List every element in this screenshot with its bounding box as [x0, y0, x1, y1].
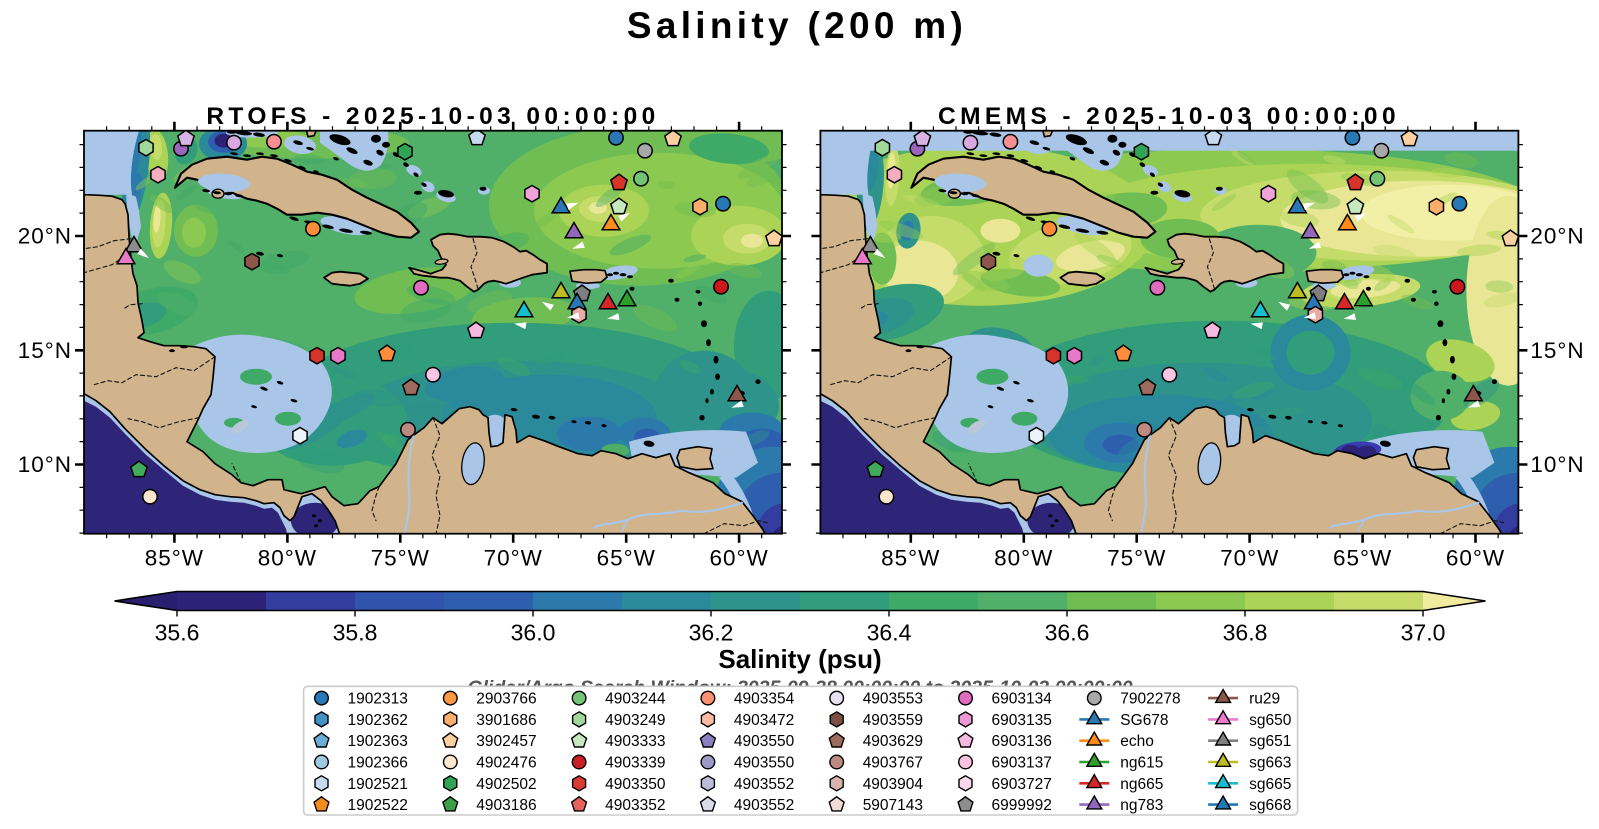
svg-text:35.8: 35.8 [333, 620, 378, 646]
svg-text:20°N: 20°N [18, 224, 72, 249]
svg-text:6903137: 6903137 [992, 755, 1052, 772]
svg-text:4903552: 4903552 [734, 776, 794, 793]
svg-text:37.0: 37.0 [1401, 620, 1446, 646]
svg-text:4902476: 4902476 [476, 755, 536, 772]
svg-text:85°W: 85°W [145, 546, 204, 571]
svg-text:3902457: 3902457 [476, 733, 536, 750]
svg-text:36.0: 36.0 [511, 620, 556, 646]
svg-text:3901686: 3901686 [476, 712, 536, 729]
svg-text:36.6: 36.6 [1045, 620, 1090, 646]
svg-text:4903767: 4903767 [863, 755, 923, 772]
svg-text:4903629: 4903629 [863, 733, 923, 750]
svg-text:echo: echo [1120, 733, 1154, 750]
svg-text:4903354: 4903354 [734, 691, 795, 708]
svg-text:36.8: 36.8 [1223, 620, 1268, 646]
svg-text:70°W: 70°W [1220, 546, 1279, 571]
svg-text:15°N: 15°N [18, 338, 72, 363]
svg-text:sg668: sg668 [1249, 797, 1291, 814]
svg-text:4903333: 4903333 [605, 733, 665, 750]
svg-text:4903472: 4903472 [734, 712, 794, 729]
svg-text:5907143: 5907143 [863, 797, 923, 814]
svg-text:sg663: sg663 [1249, 755, 1291, 772]
svg-text:sg665: sg665 [1249, 776, 1291, 793]
svg-text:65°W: 65°W [597, 546, 656, 571]
svg-text:ng783: ng783 [1120, 797, 1163, 814]
svg-text:6999992: 6999992 [992, 797, 1052, 814]
svg-text:85°W: 85°W [881, 546, 940, 571]
svg-text:36.2: 36.2 [689, 620, 734, 646]
svg-text:ng615: ng615 [1120, 755, 1163, 772]
svg-text:4903553: 4903553 [863, 691, 923, 708]
svg-text:60°W: 60°W [709, 546, 768, 571]
svg-text:10°N: 10°N [18, 452, 72, 477]
svg-text:4903339: 4903339 [605, 755, 665, 772]
svg-text:Salinity (200 m): Salinity (200 m) [627, 5, 967, 46]
svg-text:6903727: 6903727 [992, 776, 1052, 793]
svg-text:60°W: 60°W [1446, 546, 1505, 571]
svg-text:sg650: sg650 [1249, 712, 1292, 729]
svg-text:ng665: ng665 [1120, 776, 1163, 793]
svg-text:1902521: 1902521 [348, 776, 408, 793]
svg-text:80°W: 80°W [994, 546, 1053, 571]
svg-text:ru29: ru29 [1249, 691, 1280, 708]
svg-text:4902502: 4902502 [476, 776, 536, 793]
svg-text:6903135: 6903135 [992, 712, 1052, 729]
svg-text:sg651: sg651 [1249, 733, 1291, 750]
svg-text:80°W: 80°W [258, 546, 317, 571]
svg-text:65°W: 65°W [1333, 546, 1392, 571]
svg-text:10°N: 10°N [1530, 452, 1584, 477]
svg-text:75°W: 75°W [1107, 546, 1166, 571]
svg-text:15°N: 15°N [1530, 338, 1584, 363]
svg-text:35.6: 35.6 [155, 620, 200, 646]
svg-text:75°W: 75°W [371, 546, 430, 571]
svg-text:4903550: 4903550 [734, 733, 795, 750]
svg-text:4903550: 4903550 [734, 755, 795, 772]
svg-text:1902362: 1902362 [348, 712, 408, 729]
svg-text:4903244: 4903244 [605, 691, 666, 708]
svg-text:SG678: SG678 [1120, 712, 1168, 729]
svg-text:6903136: 6903136 [992, 733, 1052, 750]
svg-text:4903249: 4903249 [605, 712, 665, 729]
svg-text:4903350: 4903350 [605, 776, 666, 793]
svg-text:1902363: 1902363 [348, 733, 408, 750]
svg-text:70°W: 70°W [484, 546, 543, 571]
svg-text:20°N: 20°N [1530, 224, 1584, 249]
svg-text:4903186: 4903186 [476, 797, 536, 814]
svg-text:4903352: 4903352 [605, 797, 665, 814]
svg-text:2903766: 2903766 [476, 691, 536, 708]
svg-text:4903559: 4903559 [863, 712, 923, 729]
svg-text:1902366: 1902366 [348, 755, 408, 772]
svg-text:CMEMS - 2025-10-03 00:00:00: CMEMS - 2025-10-03 00:00:00 [938, 103, 1400, 130]
svg-text:4903552: 4903552 [734, 797, 794, 814]
svg-text:6903134: 6903134 [992, 691, 1053, 708]
svg-text:1902313: 1902313 [348, 691, 408, 708]
svg-text:7902278: 7902278 [1120, 691, 1180, 708]
svg-text:4903904: 4903904 [863, 776, 924, 793]
svg-text:RTOFS - 2025-10-03 00:00:00: RTOFS - 2025-10-03 00:00:00 [206, 103, 659, 130]
svg-text:1902522: 1902522 [348, 797, 408, 814]
svg-text:36.4: 36.4 [867, 620, 912, 646]
svg-text:Salinity (psu): Salinity (psu) [718, 644, 881, 674]
